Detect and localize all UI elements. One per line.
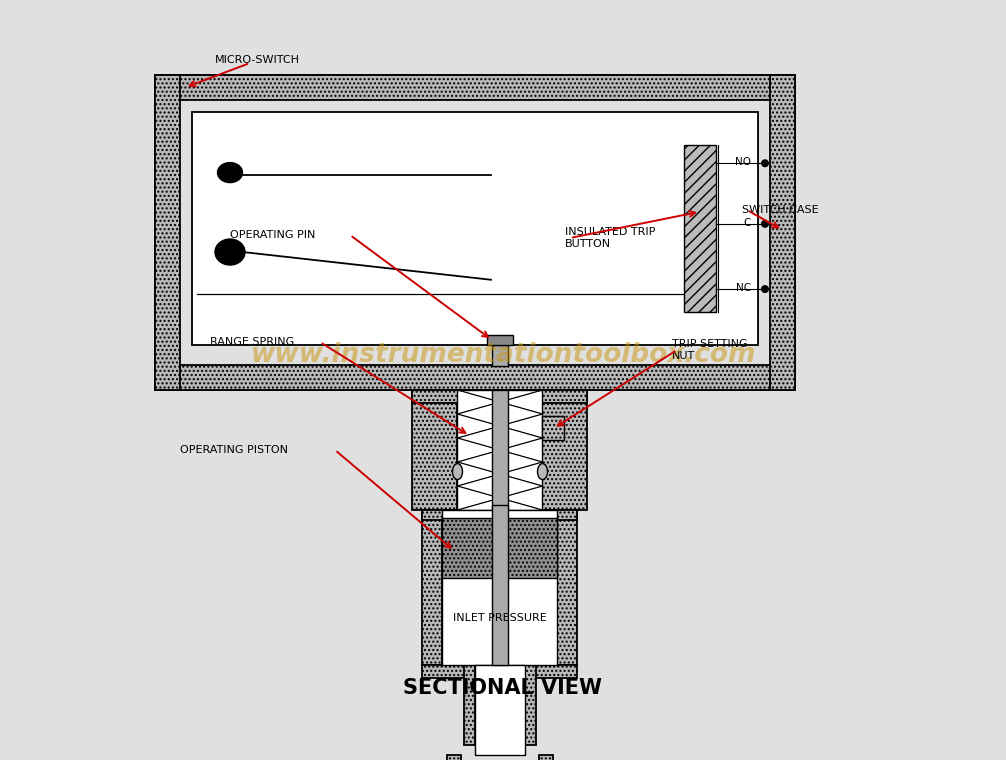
- Circle shape: [762, 160, 769, 166]
- Bar: [423, 510, 577, 520]
- Bar: [464, 665, 476, 745]
- Text: NC: NC: [735, 283, 751, 293]
- Bar: [412, 390, 588, 403]
- Bar: [155, 75, 795, 100]
- Bar: [492, 390, 508, 510]
- Bar: [155, 75, 180, 390]
- Bar: [423, 665, 577, 678]
- Bar: [524, 665, 536, 745]
- Bar: [557, 510, 577, 665]
- Text: www.instrumentationtoolbox.com: www.instrumentationtoolbox.com: [250, 342, 756, 368]
- Text: MICRO-SWITCH: MICRO-SWITCH: [215, 55, 300, 65]
- Text: INSULATED TRIP
BUTTON: INSULATED TRIP BUTTON: [565, 227, 655, 249]
- Bar: [684, 144, 716, 312]
- Text: NO: NO: [735, 157, 751, 167]
- Text: OPERATING PIN: OPERATING PIN: [230, 230, 315, 240]
- Bar: [155, 75, 795, 390]
- Ellipse shape: [215, 239, 245, 265]
- Circle shape: [762, 220, 769, 227]
- Bar: [492, 345, 508, 366]
- Bar: [443, 518, 557, 578]
- Text: C: C: [743, 218, 751, 228]
- Ellipse shape: [537, 464, 547, 480]
- Ellipse shape: [217, 163, 242, 182]
- Circle shape: [762, 286, 769, 293]
- Text: OPERATING PISTON: OPERATING PISTON: [180, 445, 288, 455]
- Text: SWITCH CASE: SWITCH CASE: [742, 205, 819, 215]
- Bar: [180, 100, 770, 365]
- Text: INLET PRESSURE: INLET PRESSURE: [453, 613, 547, 623]
- Bar: [155, 365, 795, 390]
- Bar: [476, 665, 524, 755]
- Text: RANGE SPRING: RANGE SPRING: [210, 337, 294, 347]
- Bar: [458, 390, 542, 510]
- Bar: [192, 112, 758, 345]
- Bar: [412, 390, 458, 510]
- Bar: [542, 390, 588, 510]
- Bar: [542, 416, 564, 440]
- Bar: [770, 75, 795, 390]
- Bar: [448, 755, 462, 760]
- Bar: [538, 755, 552, 760]
- Bar: [492, 505, 508, 665]
- Bar: [443, 510, 557, 665]
- Ellipse shape: [453, 464, 463, 480]
- Text: SECTIONAL VIEW: SECTIONAL VIEW: [403, 678, 603, 698]
- Bar: [423, 510, 443, 665]
- Text: TRIP SETTING
NUT: TRIP SETTING NUT: [672, 339, 747, 361]
- Bar: [487, 335, 513, 345]
